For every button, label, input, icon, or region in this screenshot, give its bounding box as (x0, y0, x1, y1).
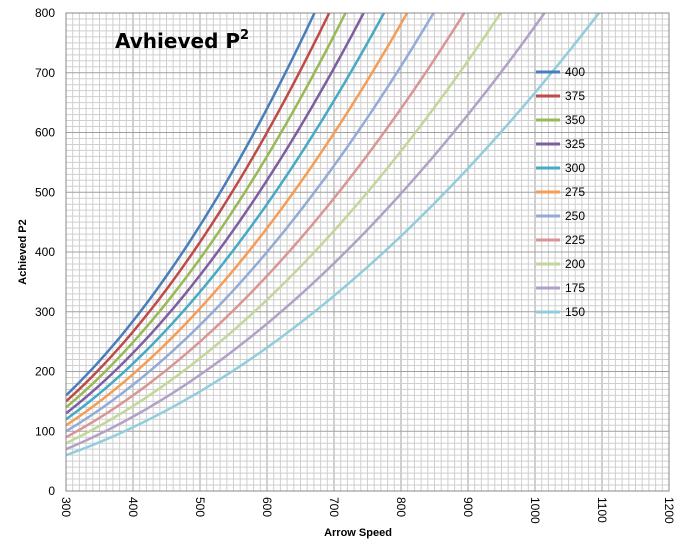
legend-item-275: 275 (536, 185, 585, 199)
legend-label: 150 (565, 305, 585, 319)
legend-item-325: 325 (536, 137, 585, 151)
legend-item-150: 150 (536, 305, 585, 319)
legend-item-250: 250 (536, 209, 585, 223)
series-line-300 (65, 12, 386, 421)
x-tick-labels: 300 400 500 600 700 800 900 1000 1100 1200 (59, 497, 676, 524)
x-tick-label: 500 (193, 497, 207, 517)
legend-item-350: 350 (536, 113, 585, 127)
x-tick-label: 700 (327, 497, 341, 517)
x-tick-label: 1100 (595, 497, 609, 523)
legend-label: 225 (565, 233, 585, 247)
series-line-350 (65, 12, 347, 409)
legend-item-300: 300 (536, 161, 585, 175)
plot-border (65, 12, 670, 492)
legend: 400 375 350 325 300 275 250 225 200 175 150 (536, 65, 585, 319)
legend-label: 400 (565, 65, 585, 79)
grid (65, 12, 670, 492)
x-tick-label: 800 (394, 497, 408, 517)
y-tick-label: 100 (35, 424, 55, 438)
chart-title-superscript: 2 (240, 28, 249, 43)
x-tick-label: 900 (461, 497, 475, 517)
chart-title-main: Avhieved P (115, 29, 240, 53)
legend-item-200: 200 (536, 257, 585, 271)
series-line-175 (65, 12, 546, 451)
x-tick-label: 1200 (662, 497, 676, 524)
legend-label: 350 (565, 113, 585, 127)
legend-item-400: 400 (536, 65, 585, 79)
legend-item-175: 175 (536, 281, 585, 295)
plot-lines (65, 12, 600, 457)
y-tick-label: 800 (35, 6, 55, 20)
series-line-200 (65, 12, 502, 445)
series-line-400 (65, 12, 316, 397)
legend-item-375: 375 (536, 89, 585, 103)
chart-title: Avhieved P2 (115, 28, 249, 53)
series-line-325 (65, 12, 365, 415)
legend-label: 275 (565, 185, 585, 199)
series-line-275 (65, 12, 409, 427)
y-tick-label: 500 (35, 185, 55, 199)
legend-label: 300 (565, 161, 585, 175)
y-tick-label: 400 (35, 245, 55, 259)
x-tick-label: 1000 (528, 497, 542, 524)
y-tick-label: 700 (35, 66, 55, 80)
x-tick-label: 400 (126, 497, 140, 517)
y-axis-title: Achieved P2 (17, 219, 29, 284)
y-tick-label: 200 (35, 365, 55, 379)
x-tick-label: 600 (260, 497, 274, 517)
series-line-150 (65, 12, 600, 457)
legend-label: 325 (565, 137, 585, 151)
y-tick-label: 300 (35, 305, 55, 319)
series-line-250 (65, 12, 435, 433)
legend-label: 375 (565, 89, 585, 103)
series-line-375 (65, 12, 331, 403)
legend-label: 175 (565, 281, 585, 295)
y-tick-label: 600 (35, 126, 55, 140)
y-tick-labels: 0 100 200 300 400 500 600 700 800 (35, 6, 55, 498)
y-tick-label: 0 (48, 484, 55, 498)
x-tick-label: 300 (59, 497, 73, 517)
x-axis-title: Arrow Speed (324, 527, 392, 539)
legend-item-225: 225 (536, 233, 585, 247)
series-line-225 (65, 12, 466, 439)
legend-label: 200 (565, 257, 585, 271)
legend-label: 250 (565, 209, 585, 223)
